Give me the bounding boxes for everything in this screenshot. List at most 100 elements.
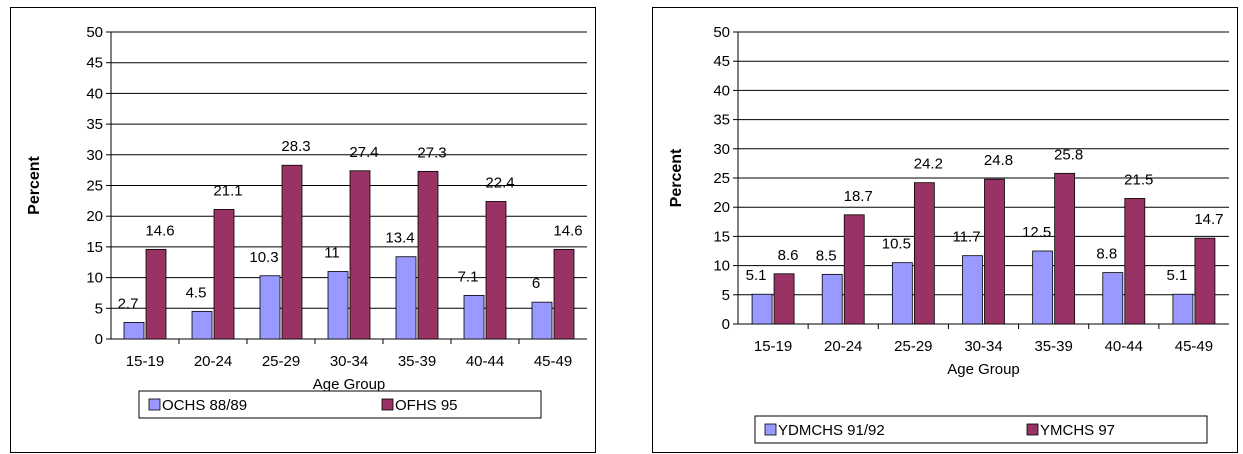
bar-series1 [531, 301, 553, 340]
legend-box [138, 390, 542, 419]
data-label: 7.1 [458, 268, 479, 285]
x-tick-label: 40-44 [466, 353, 504, 370]
bar-series1 [1172, 293, 1194, 325]
chart-right: 0 5 10 15 20 25 30 35 40 45 50 15-19 5.1 8.6 20-24 8.5 1… [652, 7, 1238, 453]
bar-series1 [191, 310, 213, 340]
x-tick-label: 15-19 [754, 338, 792, 355]
data-label: 10.5 [882, 236, 911, 253]
x-axis-title: Age Group [313, 376, 386, 393]
x-axis-title: Age Group [947, 361, 1020, 378]
x-tick-label: 20-24 [194, 353, 232, 370]
data-label: 4.5 [186, 284, 207, 301]
legend-swatch [764, 423, 777, 436]
data-label: 12.5 [1022, 224, 1051, 241]
bar-series1 [891, 262, 913, 325]
bar-series2 [349, 170, 371, 340]
bar-series2 [213, 209, 235, 340]
y-tick-label: 10 [86, 270, 103, 287]
x-tick-label: 15-19 [126, 353, 164, 370]
data-label: 6 [532, 275, 540, 292]
y-axis-title: Percent [26, 155, 43, 214]
x-tick-label: 30-34 [964, 338, 1002, 355]
legend-swatch [381, 398, 394, 411]
bar-series2 [281, 164, 303, 340]
bar-series1 [751, 293, 773, 325]
x-tick-label: 40-44 [1105, 338, 1143, 355]
bar-series2 [145, 248, 167, 340]
bar-series2 [773, 273, 795, 325]
data-label: 11 [324, 244, 340, 261]
bar-series1 [259, 275, 281, 340]
x-tick-label: 35-39 [398, 353, 436, 370]
legend-label: OCHS 88/89 [162, 397, 247, 414]
data-label: 28.3 [281, 138, 310, 155]
bar-series1 [463, 295, 485, 340]
bar-series2 [485, 201, 507, 340]
y-tick-label: 40 [713, 82, 730, 99]
legend-swatch [1026, 423, 1039, 436]
y-tick-label: 45 [86, 55, 103, 72]
x-tick-label: 45-49 [534, 353, 572, 370]
chart-left-svg: 0 5 10 15 20 25 30 35 40 45 50 15-19 2.7 14.6 20-24 4.5… [26, 24, 587, 419]
data-label: 25.8 [1054, 146, 1083, 163]
legend-label: YMCHS 97 [1040, 422, 1115, 439]
y-tick-label: 15 [713, 228, 730, 245]
data-label: 5.1 [1166, 267, 1187, 284]
bar-series2 [1124, 198, 1146, 325]
legend-label: OFHS 95 [395, 397, 458, 414]
bar-series1 [395, 256, 417, 340]
data-label: 10.3 [249, 249, 278, 266]
bar-series2 [1054, 172, 1076, 325]
data-label: 2.7 [118, 295, 139, 312]
y-tick-label: 30 [86, 147, 103, 164]
y-axis-title: Percent [668, 148, 685, 207]
bar-series2 [1194, 237, 1216, 325]
y-tick-label: 25 [86, 178, 103, 195]
y-tick-label: 10 [713, 258, 730, 275]
data-label: 8.6 [778, 247, 799, 264]
y-tick-label: 40 [86, 85, 103, 102]
data-label: 14.6 [553, 222, 582, 239]
bar-series1 [821, 273, 843, 325]
data-label: 8.5 [816, 247, 837, 264]
y-tick-label: 0 [722, 316, 730, 333]
bar-series1 [1032, 250, 1054, 325]
x-tick-label: 45-49 [1175, 338, 1213, 355]
y-tick-label: 20 [713, 199, 730, 216]
data-label: 14.6 [145, 222, 174, 239]
y-tick-label: 50 [86, 24, 103, 41]
legend-box [754, 415, 1208, 444]
data-label: 5.1 [746, 267, 767, 284]
data-label: 8.8 [1096, 246, 1117, 263]
y-tick-label: 0 [95, 331, 103, 348]
x-tick-label: 30-34 [330, 353, 368, 370]
chart-left: 0 5 10 15 20 25 30 35 40 45 50 15-19 2.7 14.6 20-24 4.5… [10, 7, 596, 453]
legend-swatch [148, 398, 161, 411]
y-tick-label: 50 [713, 24, 730, 41]
data-label: 21.1 [213, 182, 242, 199]
x-tick-label: 25-29 [262, 353, 300, 370]
bar-series2 [553, 248, 575, 340]
data-label: 27.4 [349, 144, 378, 161]
data-label: 14.7 [1194, 211, 1223, 228]
legend-label: YDMCHS 91/92 [778, 422, 885, 439]
bar-series2 [984, 178, 1005, 325]
y-tick-label: 30 [713, 141, 730, 158]
data-label: 22.4 [485, 174, 514, 191]
bar-series1 [1102, 272, 1124, 325]
data-label: 11.7 [952, 229, 980, 246]
data-label: 21.5 [1124, 171, 1153, 188]
x-tick-label: 35-39 [1034, 338, 1072, 355]
y-tick-label: 35 [713, 112, 730, 129]
bar-series2 [913, 182, 935, 325]
x-tick-label: 20-24 [824, 338, 862, 355]
chart-right-svg: 0 5 10 15 20 25 30 35 40 45 50 15-19 5.1 8.6 20-24 8.5 1… [668, 24, 1229, 444]
x-tick-label: 25-29 [894, 338, 932, 355]
data-label: 24.2 [914, 156, 943, 173]
y-tick-label: 5 [95, 300, 103, 317]
y-tick-label: 25 [713, 170, 730, 187]
y-tick-label: 5 [722, 287, 730, 304]
data-label: 13.4 [385, 230, 414, 247]
y-tick-label: 20 [86, 208, 103, 225]
data-label: 18.7 [844, 188, 873, 205]
